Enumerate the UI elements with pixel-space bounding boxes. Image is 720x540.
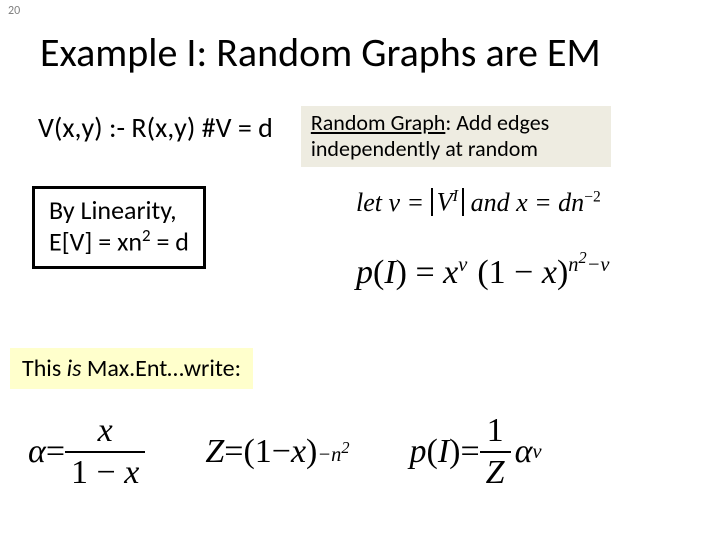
let-v-equation: let v = VI and x = dn−2 xyxy=(356,188,601,218)
linearity-exp: 2 xyxy=(142,225,151,246)
pI-open2: ( xyxy=(477,254,488,291)
alpha-equation: α = x 1 − x xyxy=(28,414,145,490)
p2-I: I xyxy=(438,433,449,471)
Z-symbol: Z xyxy=(205,433,224,471)
pI-sup2: n2−v xyxy=(568,254,609,276)
Z-eq: = xyxy=(224,433,243,471)
pI-sup2-2: 2 xyxy=(578,248,586,267)
letv-supI: I xyxy=(452,186,458,205)
linearity-post: = d xyxy=(151,226,189,258)
pI-sup2-n: n xyxy=(568,254,578,276)
alpha-num: x xyxy=(92,414,119,451)
p2-p: p xyxy=(410,433,427,471)
pI-minus: − xyxy=(506,254,542,291)
letv-mid: and x = dn xyxy=(464,188,584,217)
alpha-den-x: x xyxy=(124,454,139,491)
pI-one: 1 xyxy=(489,254,506,291)
p2-fraction: 1 Z xyxy=(480,414,511,490)
maxent-box: This is Max.Ent…write: xyxy=(10,348,253,389)
letv-exp: −2 xyxy=(584,188,601,205)
p2-num: 1 xyxy=(481,414,510,451)
p2-eq: = xyxy=(460,433,479,471)
p2-close: ) xyxy=(449,433,460,471)
pI-sup-v: v xyxy=(458,254,467,276)
letv-V: V xyxy=(437,188,453,217)
maxent-pre: This xyxy=(22,354,67,383)
equation-row: α = x 1 − x Z = (1 − x)−n2 p(I) = 1 Z αv xyxy=(28,414,700,490)
Z-exp: −n2 xyxy=(317,438,349,467)
Z-x: x xyxy=(291,433,306,471)
slide: 20 Example I: Random Graphs are EM V(x,y… xyxy=(0,0,720,540)
row-definition: V(x,y) :- R(x,y) #V = d Random Graph: Ad… xyxy=(32,106,700,167)
linearity-pre: E[V] = xn xyxy=(49,226,142,258)
linearity-line2: E[V] = xn2 = d xyxy=(49,226,189,258)
Z-exp-a: −n xyxy=(317,443,341,465)
alpha-fraction: x 1 − x xyxy=(65,414,145,490)
Z-exp-b: 2 xyxy=(341,438,349,457)
p2-alpha: α xyxy=(515,433,533,471)
pI-close: ) xyxy=(396,254,407,291)
random-graph-label: Random Graph xyxy=(311,109,446,136)
pI-open: ( xyxy=(373,254,384,291)
random-graph-box: Random Graph: Add edges independently at… xyxy=(301,106,611,167)
pI-p: p xyxy=(356,254,373,291)
linearity-line1: By Linearity, xyxy=(49,195,189,226)
p2-den: Z xyxy=(480,451,511,490)
v-definition: V(x,y) :- R(x,y) #V = d xyxy=(32,106,279,149)
Z-one: 1 xyxy=(255,433,272,471)
Z-minus: − xyxy=(272,433,291,471)
maxent-is: is xyxy=(67,354,82,383)
alpha-den: 1 − x xyxy=(65,451,145,490)
linearity-box: By Linearity, E[V] = xn2 = d xyxy=(32,186,206,269)
pI-sup2-mv: −v xyxy=(587,254,610,276)
alpha-den-pre: 1 − xyxy=(71,454,124,491)
Z-close: ) xyxy=(306,433,317,471)
p-of-I-equation: p(I) = xv(1 − x)n2−v xyxy=(356,248,609,292)
pI-close2: ) xyxy=(557,254,568,291)
pI-x2: x xyxy=(542,254,557,291)
pI-eq: = xyxy=(407,254,443,291)
p2-open: ( xyxy=(427,433,438,471)
alpha-symbol: α xyxy=(28,433,46,471)
Z-open: ( xyxy=(243,433,254,471)
pI-final-equation: p(I) = 1 Z αv xyxy=(410,414,542,490)
abs-V: VI xyxy=(431,188,465,216)
letv-pre: let v = xyxy=(356,188,431,217)
maxent-post: Max.Ent…write: xyxy=(81,354,241,383)
Z-equation: Z = (1 − x)−n2 xyxy=(205,433,349,471)
alpha-eq: = xyxy=(46,433,65,471)
pI-x: x xyxy=(443,254,458,291)
p2-sup: v xyxy=(532,441,541,464)
page-number: 20 xyxy=(8,4,20,18)
slide-title: Example I: Random Graphs are EM xyxy=(40,28,700,77)
pI-I: I xyxy=(384,254,395,291)
